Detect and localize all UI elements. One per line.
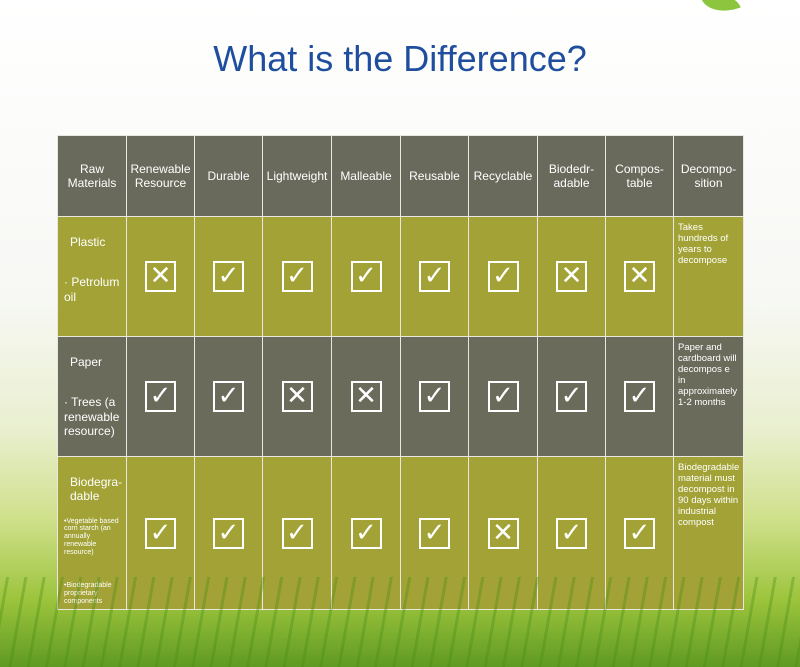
mark-cell: ✓ <box>400 455 469 611</box>
header-biodegradable: Biodedr-adable <box>537 135 606 217</box>
check-icon: ✓ <box>487 381 519 412</box>
raw-material-cell: Biodegra-dable •Vegetable based corn star… <box>57 455 127 611</box>
header-raw-materials: Raw Materials <box>57 135 127 217</box>
header-durable: Durable <box>194 135 263 217</box>
check-icon: ✓ <box>556 381 587 412</box>
mark-cell: ✓ <box>194 336 263 457</box>
check-icon: ✓ <box>350 517 382 549</box>
header-recyclable: Recyclable <box>468 135 538 217</box>
raw-material-cell: Paper · Trees (a renewable resource) <box>57 336 127 457</box>
mark-cell: ✓ <box>331 216 401 337</box>
header-decomposition: Decompo-sition <box>673 135 744 217</box>
check-icon: ✓ <box>145 381 176 412</box>
mark-cell: ✕ <box>605 216 674 337</box>
mark-cell: ✓ <box>262 216 332 337</box>
header-compostable: Compos-table <box>605 135 674 217</box>
mark-cell: ✓ <box>331 455 401 611</box>
mark-cell: ✓ <box>537 455 606 611</box>
check-icon: ✓ <box>624 381 655 412</box>
mark-cell: ✓ <box>194 216 263 337</box>
mark-cell: ✓ <box>468 336 538 457</box>
mark-cell: ✓ <box>400 216 469 337</box>
header-row: Raw Materials Renewable Resource Durable L… <box>57 135 744 217</box>
header-reusable: Reusable <box>400 135 469 217</box>
decomposition-cell: Biodegradable material must decompost in… <box>673 455 744 611</box>
mark-cell: ✓ <box>605 455 674 611</box>
cross-icon: ✕ <box>487 517 519 549</box>
check-icon: ✓ <box>281 517 313 549</box>
decomposition-cell: Paper and cardboard will decompos e in a… <box>673 336 744 457</box>
mark-cell: ✓ <box>126 336 195 457</box>
header-malleable: Malleable <box>331 135 401 217</box>
material-source: · Trees (a renewable resource) <box>64 395 120 439</box>
check-icon: ✓ <box>213 261 244 292</box>
mark-cell: ✓ <box>126 455 195 611</box>
cross-icon: ✕ <box>556 261 587 292</box>
material-name: Biodegra-dable <box>70 475 123 504</box>
check-icon: ✓ <box>419 381 450 412</box>
check-icon: ✓ <box>556 517 587 549</box>
comparison-table: Raw Materials Renewable Resource Durable L… <box>57 135 744 611</box>
mark-cell: ✓ <box>400 336 469 457</box>
mark-cell: ✓ <box>194 455 263 611</box>
table-row: Biodegra-dable •Vegetable based corn star… <box>57 455 744 611</box>
decomposition-cell: Takes hundreds of years to decompose <box>673 216 744 337</box>
check-icon: ✓ <box>350 261 382 292</box>
check-icon: ✓ <box>213 381 244 412</box>
mark-cell: ✕ <box>262 336 332 457</box>
mark-cell: ✓ <box>605 336 674 457</box>
material-name: Plastic <box>70 235 106 249</box>
mark-cell: ✓ <box>468 216 538 337</box>
mark-cell: ✕ <box>468 455 538 611</box>
check-icon: ✓ <box>145 517 176 549</box>
mark-cell: ✕ <box>126 216 195 337</box>
material-name: Paper <box>70 355 103 369</box>
table-row: Paper · Trees (a renewable resource) ✓ ✓ ✕ ✕ ✓… <box>57 336 744 457</box>
check-icon: ✓ <box>487 261 519 292</box>
table-row: Plastic · Petrolum oil ✕ ✓ ✓ ✓ ✓ ✓ ✕ ✕ Takes hundr… <box>57 216 744 337</box>
cross-icon: ✕ <box>624 261 655 292</box>
material-source-2: •Biodegradable proprietary components <box>64 582 120 605</box>
mark-cell: ✕ <box>331 336 401 457</box>
check-icon: ✓ <box>624 517 655 549</box>
mark-cell: ✓ <box>537 336 606 457</box>
check-icon: ✓ <box>213 517 244 549</box>
check-icon: ✓ <box>281 261 313 292</box>
cross-icon: ✕ <box>281 381 313 412</box>
header-lightweight: Lightweight <box>262 135 332 217</box>
mark-cell: ✕ <box>537 216 606 337</box>
leaf-decoration <box>701 0 741 20</box>
check-icon: ✓ <box>419 517 450 549</box>
mark-cell: ✓ <box>262 455 332 611</box>
header-renewable-resource: Renewable Resource <box>126 135 195 217</box>
page-title: What is the Difference? <box>213 38 587 79</box>
cross-icon: ✕ <box>350 381 382 412</box>
check-icon: ✓ <box>419 261 450 292</box>
grass-decoration <box>0 577 800 667</box>
material-source: •Vegetable based corn starch (an annuall… <box>64 517 119 556</box>
raw-material-cell: Plastic · Petrolum oil <box>57 216 127 337</box>
cross-icon: ✕ <box>145 261 176 292</box>
material-source: · Petrolum oil <box>64 275 120 304</box>
